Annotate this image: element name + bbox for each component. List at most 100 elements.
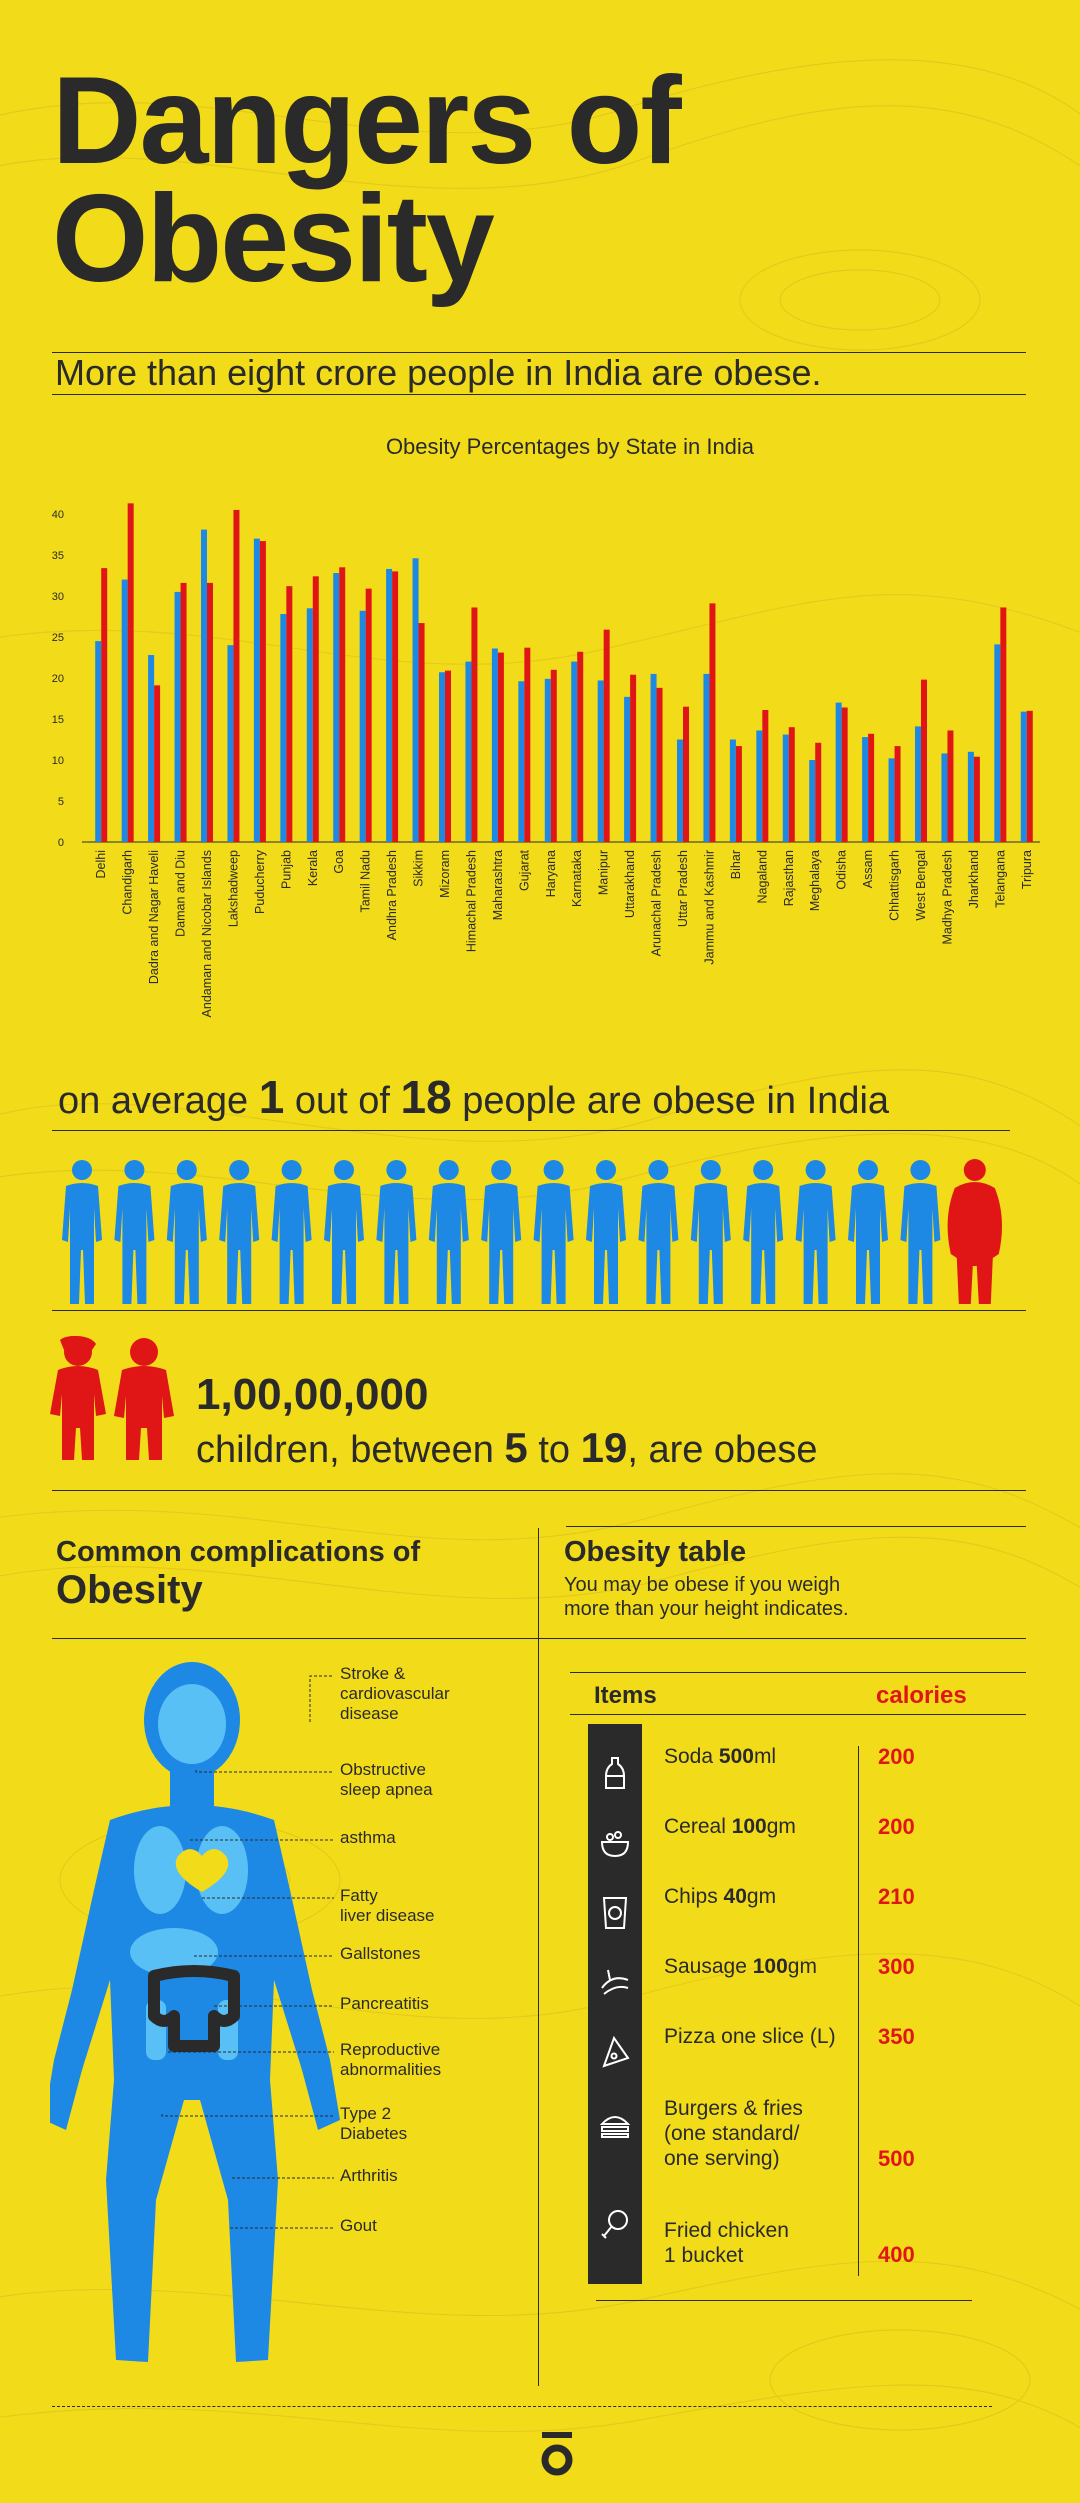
item-name: Cereal bbox=[664, 1815, 732, 1838]
item-name: Sausage bbox=[664, 1955, 753, 1978]
y-tick-label: 35 bbox=[52, 550, 64, 562]
burger-icon bbox=[599, 2116, 631, 2138]
column-calories: calories bbox=[876, 1682, 967, 1709]
bar-blue bbox=[597, 680, 604, 842]
complication-label: Fatty bbox=[340, 1886, 378, 1905]
bar-blue bbox=[862, 737, 869, 842]
complication-item: Gout bbox=[340, 2216, 377, 2236]
person-icon bbox=[271, 1160, 312, 1304]
person-icon bbox=[690, 1160, 731, 1304]
complication-label: Type 2 bbox=[340, 2104, 392, 2123]
bar-red bbox=[1000, 607, 1007, 842]
bar-blue bbox=[915, 726, 921, 842]
x-tick-label: Punjab bbox=[279, 850, 293, 889]
bar-blue bbox=[1020, 711, 1027, 842]
x-tick-label: Lakshadweep bbox=[226, 850, 240, 927]
bar-blue bbox=[650, 673, 657, 842]
item-name: Pizza one slice (L) bbox=[664, 2025, 836, 2048]
bar-blue bbox=[703, 673, 710, 842]
average-post: people are obese in India bbox=[462, 1080, 890, 1122]
bar-red bbox=[127, 503, 134, 842]
x-tick-label: Himachal Pradesh bbox=[464, 850, 478, 952]
table-row-calories: 500 bbox=[878, 2146, 915, 2171]
divider bbox=[52, 1310, 1026, 1311]
complications-heading: Common complications of bbox=[56, 1536, 421, 1568]
table-row-item: Fried chicken 1 bucket bbox=[664, 2218, 789, 2268]
person-icon bbox=[743, 1160, 784, 1304]
bar-red bbox=[365, 588, 372, 842]
x-tick-label: Tamil Nadu bbox=[359, 850, 373, 913]
complication-label: Pancreatitis bbox=[340, 1994, 429, 2013]
obesity-table-desc-1: You may be obese if you weigh bbox=[564, 1574, 841, 1596]
y-tick-label: 40 bbox=[52, 509, 64, 521]
person-icon bbox=[376, 1160, 417, 1304]
bar-red bbox=[312, 576, 319, 842]
item-detail: 1 bucket bbox=[664, 2244, 744, 2267]
complication-item: Pancreatitis bbox=[340, 1994, 429, 2014]
bar-red bbox=[656, 687, 663, 842]
bar-blue bbox=[624, 696, 631, 842]
complication-label: Stroke & bbox=[340, 1664, 406, 1683]
bar-blue bbox=[253, 538, 260, 842]
x-tick-label: Madhya Pradesh bbox=[940, 850, 954, 945]
table-column-divider bbox=[858, 1746, 859, 2276]
bar-blue bbox=[386, 568, 393, 842]
x-tick-label: Goa bbox=[332, 850, 346, 874]
table-row-calories: 300 bbox=[878, 1954, 915, 1979]
children-mid: to bbox=[538, 1429, 571, 1471]
complication-label: cardiovascular bbox=[340, 1684, 450, 1703]
bar-red bbox=[101, 568, 108, 842]
bar-blue bbox=[544, 678, 551, 842]
bar-blue bbox=[729, 739, 736, 842]
bar-blue bbox=[95, 641, 102, 842]
x-tick-label: West Bengal bbox=[914, 850, 928, 921]
bar-blue bbox=[491, 648, 498, 842]
children-age1: 5 bbox=[504, 1424, 528, 1471]
bar-blue bbox=[174, 591, 181, 842]
complication-item: Gallstones bbox=[340, 1944, 420, 1964]
children-statement: children, between 5 to 19, are obese bbox=[196, 1424, 817, 1472]
cereal-bowl-icon bbox=[600, 1831, 630, 1858]
bar-blue bbox=[148, 655, 155, 842]
bar-blue bbox=[439, 672, 445, 842]
item-name: Fried chicken bbox=[664, 2219, 789, 2242]
item-name: Burgers & fries bbox=[664, 2097, 803, 2120]
person-icon bbox=[62, 1160, 102, 1304]
page-title: Dangers of Obesity bbox=[52, 52, 682, 301]
bar-blue bbox=[967, 751, 974, 842]
complication-item: Fatty liver disease bbox=[340, 1886, 435, 1926]
item-unit: gm bbox=[787, 1955, 817, 1978]
bar-blue bbox=[835, 702, 842, 842]
children-post: , are obese bbox=[627, 1429, 818, 1471]
logo-icon bbox=[541, 2432, 573, 2476]
x-tick-label: Andaman and Nicobar Islands bbox=[200, 850, 214, 1017]
person-icon bbox=[638, 1160, 679, 1304]
x-tick-label: Jharkhand bbox=[967, 850, 981, 908]
bar-blue bbox=[227, 645, 234, 842]
children-age2: 19 bbox=[580, 1424, 628, 1471]
x-tick-label: Mizoram bbox=[438, 850, 452, 898]
y-tick-label: 5 bbox=[58, 796, 64, 808]
x-tick-label: Arunachal Pradesh bbox=[650, 850, 664, 956]
x-tick-label: Kerala bbox=[306, 850, 320, 886]
people-pictogram bbox=[62, 1159, 1002, 1304]
table-row-calories: 210 bbox=[878, 1884, 915, 1909]
complications-heading-obesity: Obesity bbox=[56, 1568, 203, 1612]
table-row-calories: 200 bbox=[878, 1814, 915, 1839]
sausage-icon bbox=[601, 1969, 629, 1995]
bar-red bbox=[339, 567, 346, 842]
obesity-table-heading: Obesity table bbox=[564, 1536, 747, 1568]
bar-red bbox=[233, 509, 240, 842]
y-tick-label: 0 bbox=[58, 837, 64, 849]
bar-blue bbox=[201, 529, 207, 842]
bar-blue bbox=[306, 608, 313, 842]
table-row-calories: 400 bbox=[878, 2242, 915, 2267]
complication-label: sleep apnea bbox=[340, 1780, 433, 1799]
divider bbox=[52, 352, 1026, 353]
table-row-item: Chips 40gm bbox=[664, 1884, 776, 1909]
bar-red bbox=[154, 685, 161, 842]
item-name: Soda bbox=[664, 1745, 719, 1768]
bar-blue bbox=[941, 753, 948, 842]
title-line-1: Dangers of bbox=[52, 52, 682, 190]
